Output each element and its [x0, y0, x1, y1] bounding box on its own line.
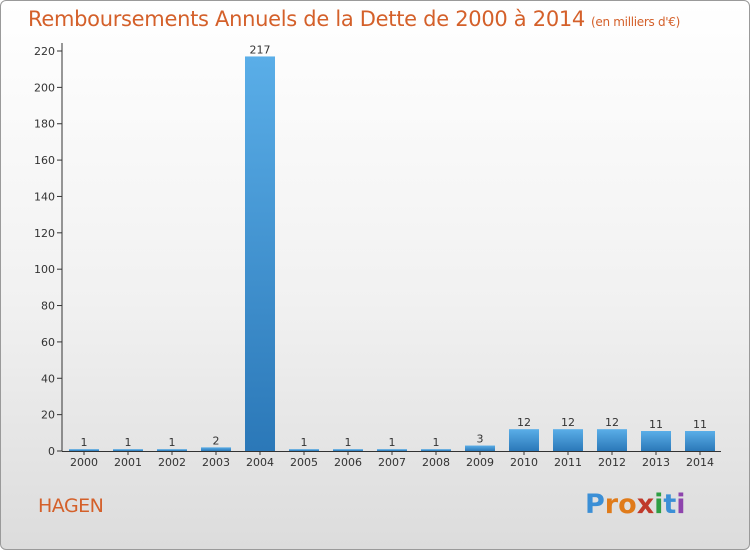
x-tick-label-2012: 2012 — [598, 456, 626, 469]
data-label-2014: 11 — [693, 418, 707, 431]
x-tick-label-2005: 2005 — [290, 456, 318, 469]
y-tick-label-220: 220 — [34, 45, 55, 58]
chart-title-text: Remboursements Annuels de la Dette de 20… — [28, 7, 585, 31]
logo-letter: r — [604, 489, 619, 520]
x-tick-label-2001: 2001 — [114, 456, 142, 469]
commune-name: HAGEN — [38, 495, 104, 517]
x-tick-label-2008: 2008 — [422, 456, 450, 469]
data-label-2011: 12 — [561, 416, 575, 429]
bar-2014 — [685, 431, 715, 451]
x-tick-label-2006: 2006 — [334, 456, 362, 469]
data-label-2005: 1 — [301, 436, 308, 449]
logo-letter: x — [636, 489, 655, 520]
data-label-2001: 1 — [125, 436, 132, 449]
bar-2007 — [377, 449, 407, 451]
y-tick-label-160: 160 — [34, 154, 55, 167]
logo-letter: P — [585, 489, 605, 520]
bar-2001 — [113, 449, 143, 451]
x-tick-label-2013: 2013 — [642, 456, 670, 469]
proxiti-logo: Proxiti — [585, 489, 686, 520]
y-tick-label-100: 100 — [34, 263, 55, 276]
bar-2008 — [421, 449, 451, 451]
bar-2004 — [245, 56, 275, 452]
x-tick-label-2004: 2004 — [246, 456, 274, 469]
y-tick-label-40: 40 — [41, 372, 55, 385]
data-label-2007: 1 — [389, 436, 396, 449]
x-tick-label-2007: 2007 — [378, 456, 406, 469]
data-label-2010: 12 — [517, 416, 531, 429]
chart-title: Remboursements Annuels de la Dette de 20… — [28, 7, 680, 31]
y-tick-label-200: 200 — [34, 81, 55, 94]
x-tick-label-2002: 2002 — [158, 456, 186, 469]
data-label-2004: 217 — [250, 43, 271, 56]
data-label-2013: 11 — [649, 418, 663, 431]
x-tick-label-2003: 2003 — [202, 456, 230, 469]
bar-2011 — [553, 429, 583, 451]
bar-2013 — [641, 431, 671, 451]
x-tick-label-2011: 2011 — [554, 456, 582, 469]
bar-2000 — [69, 449, 99, 451]
y-tick-label-60: 60 — [41, 336, 55, 349]
chart-unit-note: (en milliers d'€) — [591, 15, 681, 29]
data-label-2012: 12 — [605, 416, 619, 429]
logo-letter: t — [663, 489, 677, 520]
y-tick-label-180: 180 — [34, 118, 55, 131]
x-tick-label-2000: 2000 — [70, 456, 98, 469]
data-label-2002: 1 — [169, 436, 176, 449]
bar-2002 — [157, 449, 187, 451]
x-tick-label-2009: 2009 — [466, 456, 494, 469]
bar-2009 — [465, 445, 495, 451]
x-tick-label-2010: 2010 — [510, 456, 538, 469]
bar-2003 — [201, 447, 231, 451]
bar-2010 — [509, 429, 539, 451]
y-tick-label-0: 0 — [48, 445, 55, 458]
y-tick-label-120: 120 — [34, 227, 55, 240]
logo-letter: o — [618, 489, 637, 520]
bar-2005 — [289, 449, 319, 451]
data-label-2009: 3 — [477, 433, 484, 446]
data-label-2003: 2 — [213, 434, 220, 447]
logo-letter: i — [676, 489, 686, 520]
y-tick-label-140: 140 — [34, 190, 55, 203]
data-label-2006: 1 — [345, 436, 352, 449]
data-label-2000: 1 — [81, 436, 88, 449]
data-label-2008: 1 — [433, 436, 440, 449]
bar-2012 — [597, 429, 627, 451]
logo-letter: i — [654, 489, 664, 520]
y-tick-label-80: 80 — [41, 300, 55, 313]
bar-2006 — [333, 449, 363, 451]
x-tick-label-2014: 2014 — [686, 456, 714, 469]
y-tick-label-20: 20 — [41, 409, 55, 422]
